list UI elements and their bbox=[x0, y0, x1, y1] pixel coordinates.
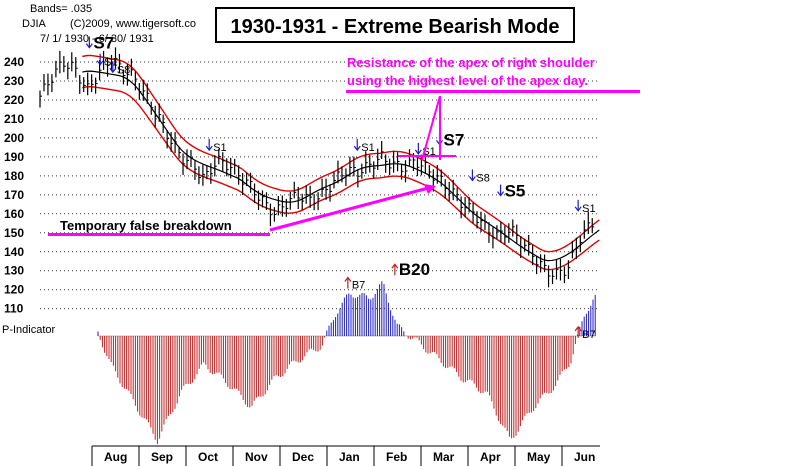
signal-label: B7 bbox=[582, 329, 595, 341]
y-tick-label: 110 bbox=[4, 302, 24, 316]
chart-title: 1930-1931 - Extreme Bearish Mode bbox=[230, 16, 559, 38]
x-tick-label: Feb bbox=[386, 450, 407, 464]
resistance-note-line2: using the highest level of the apex day. bbox=[347, 73, 588, 88]
x-tick-label: Mar bbox=[433, 450, 455, 464]
signal-label: S1 bbox=[361, 142, 374, 154]
signal-label: S1 bbox=[582, 203, 595, 215]
y-tick-label: 190 bbox=[4, 150, 24, 164]
y-tick-label: 140 bbox=[4, 245, 24, 259]
signal-arrowhead bbox=[574, 206, 582, 212]
signal-label: B7 bbox=[352, 280, 365, 292]
signal-label: B20 bbox=[399, 260, 430, 279]
signal-label: S1 bbox=[213, 142, 226, 154]
signal-arrowhead bbox=[96, 60, 104, 66]
signal-label: S8 bbox=[476, 172, 489, 184]
x-tick-label: Dec bbox=[292, 450, 314, 464]
signal-arrowhead bbox=[344, 276, 352, 282]
y-tick-label: 150 bbox=[4, 226, 24, 240]
y-tick-label: 200 bbox=[4, 131, 24, 145]
signal-arrowhead bbox=[109, 67, 117, 74]
x-tick-label: Sep bbox=[151, 450, 173, 464]
y-tick-label: 170 bbox=[4, 188, 24, 202]
x-tick-label: Aug bbox=[104, 450, 127, 464]
false-breakdown-note: Temporary false breakdown bbox=[60, 218, 232, 233]
resistance-note-line1: Resistance of the apex of right shoulder bbox=[347, 55, 595, 70]
p-indicator-label: P-Indicator bbox=[2, 324, 56, 336]
x-tick-label: Oct bbox=[198, 450, 218, 464]
y-tick-label: 180 bbox=[4, 169, 24, 183]
y-tick-label: 130 bbox=[4, 264, 24, 278]
y-tick-label: 220 bbox=[4, 93, 24, 107]
y-tick-label: 210 bbox=[4, 112, 24, 126]
signal-arrowhead bbox=[353, 145, 361, 152]
signal-arrowhead bbox=[85, 43, 93, 49]
x-tick-label: Apr bbox=[480, 450, 501, 464]
signal-label: S5 bbox=[505, 182, 526, 201]
copyright-label: (C)2009, www.tigersoft.co bbox=[70, 18, 196, 30]
x-tick-label: Nov bbox=[245, 450, 268, 464]
signal-arrowhead bbox=[574, 325, 582, 332]
title-box bbox=[215, 7, 575, 43]
moving-average bbox=[82, 70, 600, 262]
signal-label: S8 bbox=[117, 64, 130, 76]
signal-arrowhead bbox=[468, 176, 476, 182]
y-tick-label: 120 bbox=[4, 283, 24, 297]
signal-arrowhead bbox=[205, 145, 213, 152]
x-tick-label: May bbox=[527, 450, 551, 464]
date-range-label: 7/ 1/ 1930 - 6/ 30/ 1931 bbox=[40, 33, 154, 45]
false-breakdown-arrowhead bbox=[424, 184, 436, 194]
signal-arrowhead bbox=[414, 149, 422, 155]
signal-label: S7 bbox=[93, 34, 114, 53]
resistance-pointer-1 bbox=[421, 95, 441, 161]
x-tick-label: Jun bbox=[574, 450, 595, 464]
signal-label: S1 bbox=[104, 57, 117, 69]
signal-arrowhead bbox=[391, 263, 399, 269]
bands-label: Bands= .035 bbox=[30, 3, 92, 15]
y-tick-label: 230 bbox=[4, 74, 24, 88]
signal-arrowhead bbox=[497, 191, 505, 197]
signal-label: S7 bbox=[444, 130, 465, 149]
y-tick-label: 160 bbox=[4, 207, 24, 221]
y-tick-label: 240 bbox=[4, 55, 24, 69]
symbol-label: DJIA bbox=[22, 18, 47, 30]
x-tick-label: Jan bbox=[339, 450, 360, 464]
false-breakdown-underline bbox=[48, 233, 270, 236]
false-breakdown-arrow bbox=[269, 185, 433, 232]
resistance-underline bbox=[346, 90, 640, 93]
lower-band bbox=[82, 86, 600, 271]
